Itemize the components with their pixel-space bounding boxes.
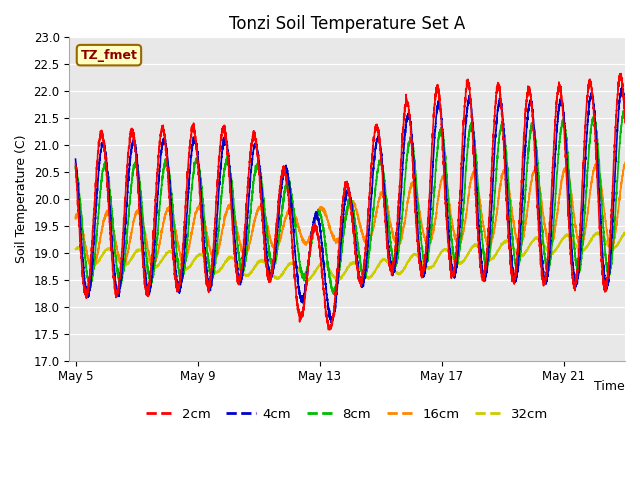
Legend: 2cm, 4cm, 8cm, 16cm, 32cm: 2cm, 4cm, 8cm, 16cm, 32cm [141,403,554,426]
Title: Tonzi Soil Temperature Set A: Tonzi Soil Temperature Set A [229,15,465,33]
Text: TZ_fmet: TZ_fmet [81,48,138,61]
Y-axis label: Soil Temperature (C): Soil Temperature (C) [15,135,28,263]
X-axis label: Time: Time [595,380,625,393]
